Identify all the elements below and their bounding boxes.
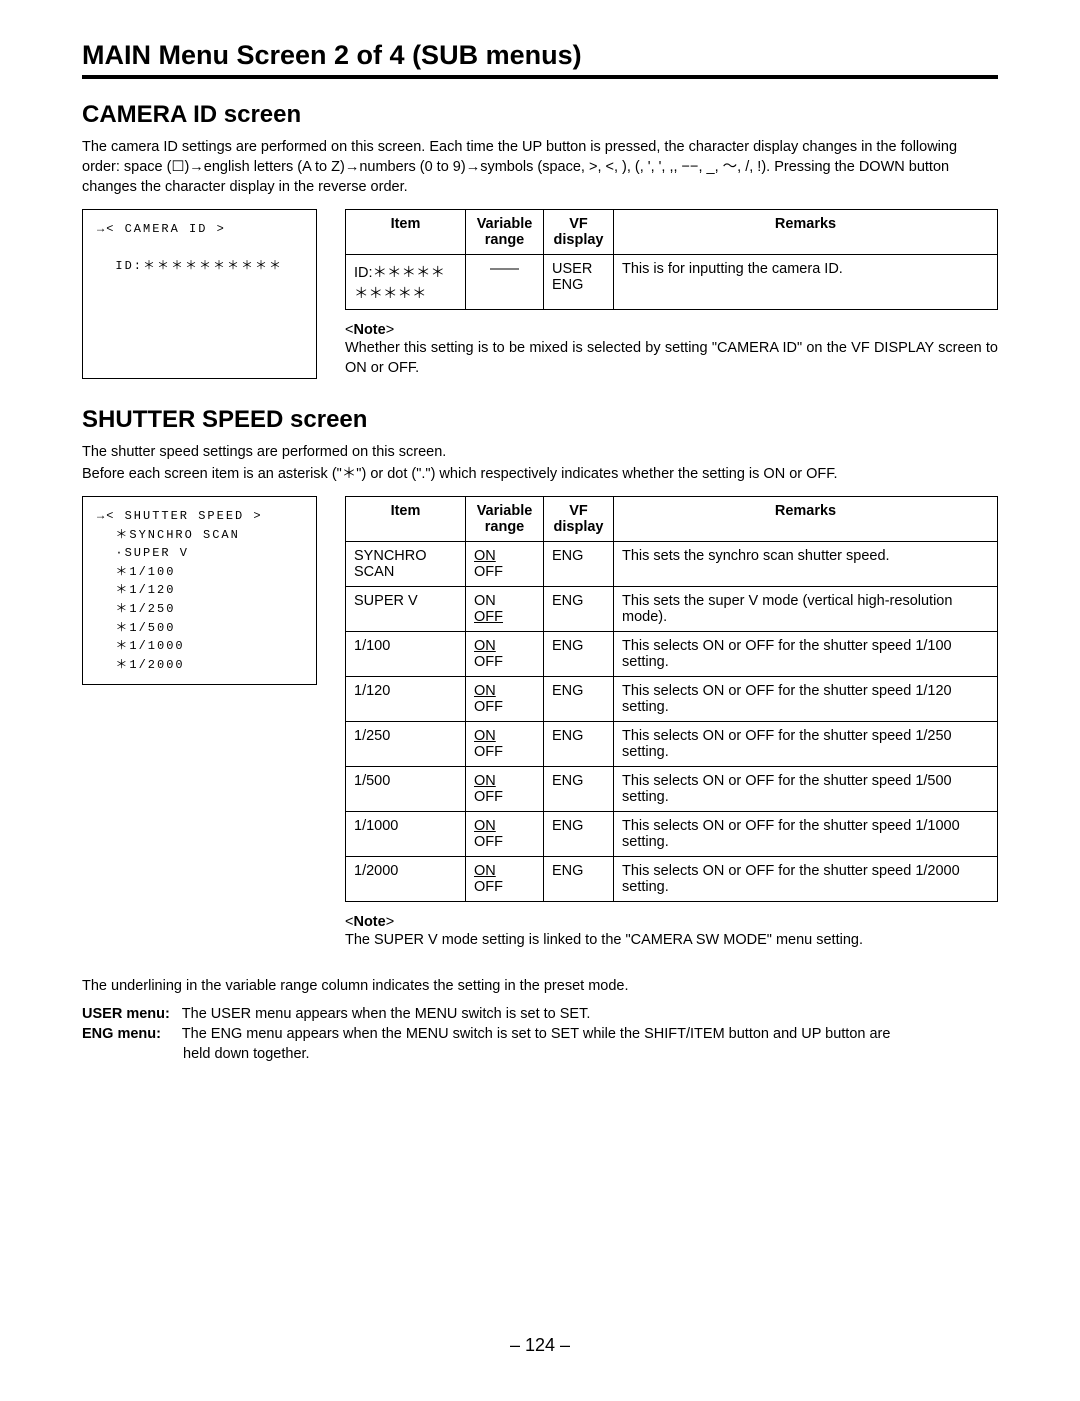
cell-item: ID:＊＊＊＊＊＊＊＊＊＊ [346,255,466,310]
table-row: SUPER VONOFFENGThis sets the super V mod… [346,587,998,632]
cell-remark: This sets the super V mode (vertical hig… [614,587,998,632]
camera-id-note: <Note> Whether this setting is to be mix… [345,322,998,378]
cell-item: 1/250 [346,722,466,767]
cell-remark: This sets the synchro scan shutter speed… [614,542,998,587]
cell-item: 1/2000 [346,857,466,902]
user-menu-text: The USER menu appears when the MENU swit… [182,1006,591,1022]
cell-remark: This selects ON or OFF for the shutter s… [614,722,998,767]
note-body: The SUPER V mode setting is linked to th… [345,930,998,950]
table-row: 1/500ONOFFENGThis selects ON or OFF for … [346,767,998,812]
cell-remark: This selects ON or OFF for the shutter s… [614,767,998,812]
cell-vf: ENG [544,722,614,767]
underline-note: The underlining in the variable range co… [82,978,998,994]
camera-id-intro: The camera ID settings are performed on … [82,137,998,197]
cell-item: 1/100 [346,632,466,677]
cell-var: ONOFF [466,587,544,632]
camera-id-table: Item Variable range VF display Remarks I… [345,209,998,310]
cell-vf: USERENG [544,255,614,310]
user-menu-def: USER menu: The USER menu appears when th… [82,1004,998,1024]
title-rule [82,75,998,79]
th-var: Variable range [466,210,544,255]
cell-vf: ENG [544,632,614,677]
cell-var: ONOFF [466,542,544,587]
shutter-screen: →< SHUTTER SPEED > ＊SYNCHRO SCAN ·SUPER … [82,496,317,685]
cell-vf: ENG [544,677,614,722]
cell-item: SUPER V [346,587,466,632]
cell-item: 1/500 [346,767,466,812]
cell-vf: ENG [544,857,614,902]
camera-id-screen: →< CAMERA ID > ID:＊＊＊＊＊＊＊＊＊＊ [82,209,317,379]
cell-item: 1/120 [346,677,466,722]
th-item: Item [346,497,466,542]
user-menu-label: USER menu: [82,1004,178,1024]
shutter-title: SHUTTER SPEED screen [82,406,998,434]
camera-id-right: Item Variable range VF display Remarks I… [345,209,998,386]
cell-var: ONOFF [466,767,544,812]
eng-menu-text-2: held down together. [82,1044,998,1064]
note-head: <Note> [345,322,998,338]
table-row: ID:＊＊＊＊＊＊＊＊＊＊——USERENGThis is for inputt… [346,255,998,310]
table-row: 1/1000ONOFFENGThis selects ON or OFF for… [346,812,998,857]
note-head: <Note> [345,914,998,930]
camera-id-title: CAMERA ID screen [82,101,998,129]
page-main-title: MAIN Menu Screen 2 of 4 (SUB menus) [82,40,998,71]
eng-menu-label: ENG menu: [82,1024,178,1044]
cell-var: ONOFF [466,677,544,722]
camera-id-row: →< CAMERA ID > ID:＊＊＊＊＊＊＊＊＊＊ Item Variab… [82,209,998,386]
menu-definitions: USER menu: The USER menu appears when th… [82,1004,998,1064]
cell-item: SYNCHROSCAN [346,542,466,587]
cell-var: —— [466,255,544,310]
th-remarks: Remarks [614,497,998,542]
cell-remark: This selects ON or OFF for the shutter s… [614,632,998,677]
cell-vf: ENG [544,812,614,857]
shutter-row: →< SHUTTER SPEED > ＊SYNCHRO SCAN ·SUPER … [82,496,998,958]
shutter-note: <Note> The SUPER V mode setting is linke… [345,914,998,950]
table-row: SYNCHROSCANONOFFENGThis sets the synchro… [346,542,998,587]
eng-menu-def: ENG menu: The ENG menu appears when the … [82,1024,998,1064]
cell-var: ONOFF [466,632,544,677]
cell-remark: This selects ON or OFF for the shutter s… [614,857,998,902]
cell-var: ONOFF [466,722,544,767]
shutter-right: Item Variable range VF display Remarks S… [345,496,998,958]
th-vf: VF display [544,210,614,255]
shutter-intro-1: The shutter speed settings are performed… [82,442,998,462]
page-number: – 124 – [0,1335,1080,1356]
th-vf: VF display [544,497,614,542]
cell-vf: ENG [544,767,614,812]
cell-vf: ENG [544,542,614,587]
cell-item: 1/1000 [346,812,466,857]
eng-menu-text-1: The ENG menu appears when the MENU switc… [182,1026,891,1042]
table-row: 1/2000ONOFFENGThis selects ON or OFF for… [346,857,998,902]
cell-remark: This selects ON or OFF for the shutter s… [614,677,998,722]
table-row: 1/250ONOFFENGThis selects ON or OFF for … [346,722,998,767]
th-item: Item [346,210,466,255]
table-row: 1/120ONOFFENGThis selects ON or OFF for … [346,677,998,722]
shutter-table: Item Variable range VF display Remarks S… [345,496,998,902]
cell-remark: This is for inputting the camera ID. [614,255,998,310]
cell-var: ONOFF [466,812,544,857]
cell-vf: ENG [544,587,614,632]
shutter-intro-2: Before each screen item is an asterisk (… [82,464,998,484]
table-row: 1/100ONOFFENGThis selects ON or OFF for … [346,632,998,677]
cell-remark: This selects ON or OFF for the shutter s… [614,812,998,857]
th-var: Variable range [466,497,544,542]
cell-var: ONOFF [466,857,544,902]
note-body: Whether this setting is to be mixed is s… [345,338,998,378]
th-remarks: Remarks [614,210,998,255]
